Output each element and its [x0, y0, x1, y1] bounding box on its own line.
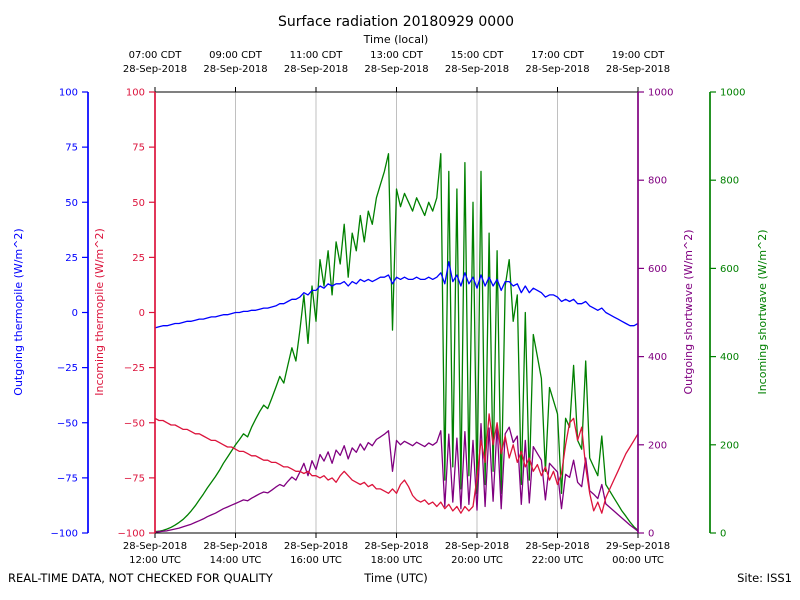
right-inner-axis-tick-label: 200	[648, 440, 667, 451]
left-outer-axis-tick-label: 75	[65, 143, 78, 154]
bottom-tick-label-time: 12:00 UTC	[129, 555, 181, 566]
left-inner-axis-tick-label: 50	[132, 198, 145, 209]
left-inner-axis-tick-label: 25	[132, 253, 145, 264]
incoming-shortwave-axis-label: Incoming shortwave (W/m^2)	[756, 229, 769, 394]
left-outer-axis-tick-label: −100	[51, 529, 78, 540]
incoming-thermopile-axis-label: Incoming thermopile (W/m^2)	[93, 228, 106, 396]
top-tick-label-date: 28-Sep-2018	[364, 64, 428, 75]
bottom-tick-label-date: 28-Sep-2018	[123, 541, 187, 552]
disclaimer-text: REAL-TIME DATA, NOT CHECKED FOR QUALITY	[8, 571, 274, 585]
bottom-tick-label-date: 28-Sep-2018	[284, 541, 348, 552]
left-inner-axis-tick-label: 100	[126, 88, 145, 99]
bottom-tick-label-time: 16:00 UTC	[290, 555, 342, 566]
right-inner-axis-tick-label: 1000	[648, 88, 673, 99]
series-line-incoming-thermopile	[154, 413, 639, 514]
top-tick-label-time: 09:00 CDT	[209, 50, 263, 61]
top-tick-label-time: 17:00 CDT	[531, 50, 585, 61]
left-outer-axis-tick-label: −50	[57, 418, 78, 429]
top-tick-label-time: 15:00 CDT	[451, 50, 505, 61]
top-tick-label-date: 28-Sep-2018	[445, 64, 509, 75]
top-tick-label-date: 28-Sep-2018	[284, 64, 348, 75]
top-tick-label-date: 28-Sep-2018	[123, 64, 187, 75]
right-outer-axis-tick-label: 400	[720, 352, 739, 363]
bottom-tick-label-time: 14:00 UTC	[210, 555, 262, 566]
chart-title: Surface radiation 20180929 0000	[278, 14, 514, 30]
right-inner-axis-tick-label: 400	[648, 352, 667, 363]
right-outer-axis-tick-label: 800	[720, 176, 739, 187]
left-inner-axis-tick-label: −50	[124, 418, 145, 429]
bottom-tick-label-time: 20:00 UTC	[451, 555, 503, 566]
bottom-tick-label-time: 00:00 UTC	[612, 555, 664, 566]
series-line-outgoing-thermopile	[154, 261, 639, 329]
top-axis-title: Time (local)	[363, 33, 429, 46]
bottom-tick-label-date: 28-Sep-2018	[525, 541, 589, 552]
axes-layer: 07:00 CDT 28-Sep-2018 28-Sep-2018 12:00 UTC…	[51, 50, 746, 566]
right-outer-axis-tick-label: 0	[720, 529, 726, 540]
right-inner-axis-tick-label: 600	[648, 264, 667, 275]
right-outer-axis-tick-label: 600	[720, 264, 739, 275]
left-inner-axis-tick-label: −25	[124, 363, 145, 374]
top-tick-label-time: 13:00 CDT	[370, 50, 424, 61]
left-outer-axis-tick-label: −25	[57, 363, 78, 374]
bottom-tick-label-date: 28-Sep-2018	[445, 541, 509, 552]
site-label: Site: ISS1	[737, 571, 792, 585]
right-outer-axis-tick-label: 1000	[720, 88, 745, 99]
top-tick-label-date: 28-Sep-2018	[606, 64, 670, 75]
series-line-incoming-shortwave	[154, 153, 639, 533]
bottom-tick-label-time: 22:00 UTC	[532, 555, 584, 566]
series-line-outgoing-shortwave	[154, 422, 639, 533]
bottom-tick-label-date: 28-Sep-2018	[203, 541, 267, 552]
series-layer	[154, 153, 639, 533]
top-tick-label-time: 11:00 CDT	[290, 50, 344, 61]
outgoing-thermopile-axis-label: Outgoing thermopile (W/m^2)	[12, 228, 25, 395]
bottom-axis-title: Time (UTC)	[363, 571, 428, 585]
top-tick-label-date: 28-Sep-2018	[203, 64, 267, 75]
left-inner-axis-tick-label: 0	[139, 308, 145, 319]
left-outer-axis-tick-label: 25	[65, 253, 78, 264]
right-inner-axis-tick-label: 800	[648, 176, 667, 187]
top-tick-label-time: 07:00 CDT	[129, 50, 183, 61]
left-outer-axis-tick-label: 100	[59, 88, 78, 99]
left-outer-axis-tick-label: 50	[65, 198, 78, 209]
left-outer-axis-tick-label: −75	[57, 473, 78, 484]
bottom-tick-label-time: 18:00 UTC	[371, 555, 423, 566]
top-tick-label-time: 19:00 CDT	[612, 50, 666, 61]
bottom-tick-label-date: 29-Sep-2018	[606, 541, 670, 552]
left-outer-axis-tick-label: 0	[72, 308, 78, 319]
right-outer-axis-tick-label: 200	[720, 440, 739, 451]
bottom-tick-label-date: 28-Sep-2018	[364, 541, 428, 552]
top-tick-label-date: 28-Sep-2018	[525, 64, 589, 75]
right-inner-axis-tick-label: 0	[648, 529, 654, 540]
outgoing-shortwave-axis-label: Outgoing shortwave (W/m^2)	[682, 229, 695, 394]
left-inner-axis-tick-label: 75	[132, 143, 145, 154]
left-inner-axis-tick-label: −75	[124, 473, 145, 484]
left-inner-axis-tick-label: −100	[118, 529, 145, 540]
